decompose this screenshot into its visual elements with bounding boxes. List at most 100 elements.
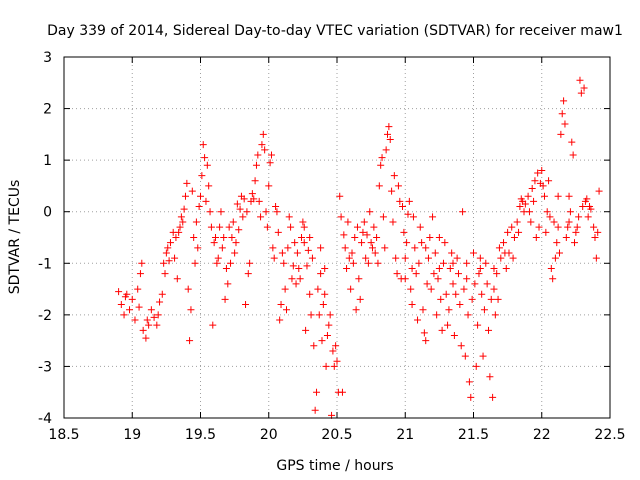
data-point	[203, 161, 211, 169]
data-point	[554, 192, 562, 200]
data-point	[445, 306, 453, 314]
data-point	[348, 249, 356, 257]
y-tick-label: -2	[38, 308, 52, 324]
data-point	[478, 290, 486, 298]
data-point	[153, 321, 161, 329]
data-point	[407, 285, 415, 293]
data-point	[557, 130, 565, 138]
data-point	[183, 179, 191, 187]
data-point	[242, 301, 250, 309]
data-point	[449, 280, 457, 288]
data-point	[449, 259, 457, 267]
data-point	[291, 239, 299, 247]
data-point	[446, 264, 454, 272]
data-point	[310, 342, 318, 350]
x-tick-label: 20	[260, 427, 278, 443]
y-tick-label: 0	[43, 205, 52, 221]
data-point	[222, 264, 230, 272]
data-point	[330, 362, 338, 370]
data-point	[251, 177, 259, 185]
data-point	[475, 270, 483, 278]
data-point	[501, 249, 509, 257]
data-point	[246, 259, 254, 267]
data-point	[463, 275, 471, 283]
data-point	[456, 301, 464, 309]
data-point	[592, 254, 600, 262]
data-point	[181, 192, 189, 200]
data-point	[375, 182, 383, 190]
data-point	[296, 275, 304, 283]
data-point	[427, 285, 435, 293]
data-point	[490, 264, 498, 272]
data-point	[460, 285, 468, 293]
data-point	[184, 285, 192, 293]
data-point	[322, 362, 330, 370]
data-point	[414, 316, 422, 324]
data-point	[388, 187, 396, 195]
data-point	[128, 295, 136, 303]
data-point	[580, 84, 588, 92]
data-point	[524, 192, 532, 200]
data-point	[379, 213, 387, 221]
data-point	[429, 213, 437, 221]
data-point	[323, 331, 331, 339]
data-point	[194, 244, 202, 252]
data-point	[138, 259, 146, 267]
data-point	[364, 259, 372, 267]
data-point	[299, 218, 307, 226]
data-point	[287, 223, 295, 231]
data-point	[461, 352, 469, 360]
data-point	[441, 239, 449, 247]
data-point	[502, 264, 510, 272]
data-point	[491, 311, 499, 319]
data-point	[542, 228, 550, 236]
data-point	[399, 203, 407, 211]
data-point	[356, 295, 364, 303]
data-point	[131, 316, 139, 324]
data-point	[136, 270, 144, 278]
data-point	[358, 239, 366, 247]
data-point	[531, 177, 539, 185]
data-point	[521, 200, 529, 208]
data-point	[566, 208, 574, 216]
data-point	[145, 321, 153, 329]
data-point	[493, 270, 501, 278]
data-point	[545, 177, 553, 185]
data-point	[543, 208, 551, 216]
data-point	[423, 280, 431, 288]
data-point	[490, 285, 498, 293]
data-point	[426, 234, 434, 241]
data-point	[419, 306, 427, 314]
data-point	[318, 337, 326, 345]
data-point	[504, 228, 512, 236]
data-point	[343, 264, 351, 272]
data-point	[408, 264, 416, 272]
data-point	[302, 326, 310, 334]
data-point	[333, 357, 341, 365]
data-point	[217, 208, 225, 216]
data-point	[586, 203, 594, 211]
data-point	[430, 270, 438, 278]
y-axis-label: SDTVAR / TECUs	[7, 180, 23, 295]
data-points	[115, 76, 603, 419]
data-point	[166, 239, 174, 247]
data-point	[452, 290, 460, 298]
data-point	[202, 197, 210, 205]
data-point	[117, 301, 125, 309]
data-point	[415, 259, 423, 267]
data-point	[207, 223, 215, 231]
data-point	[317, 244, 325, 252]
data-point	[221, 295, 229, 303]
data-point	[360, 218, 368, 226]
data-point	[278, 249, 286, 257]
data-point	[411, 244, 419, 252]
y-tick-label: 3	[43, 50, 52, 66]
data-point	[273, 208, 281, 216]
x-tick-label: 22	[533, 427, 551, 443]
data-point	[396, 197, 404, 205]
x-tick-label: 21.5	[458, 427, 489, 443]
data-point	[384, 130, 392, 138]
data-point	[351, 234, 359, 241]
data-point	[306, 234, 314, 241]
data-point	[359, 228, 367, 236]
